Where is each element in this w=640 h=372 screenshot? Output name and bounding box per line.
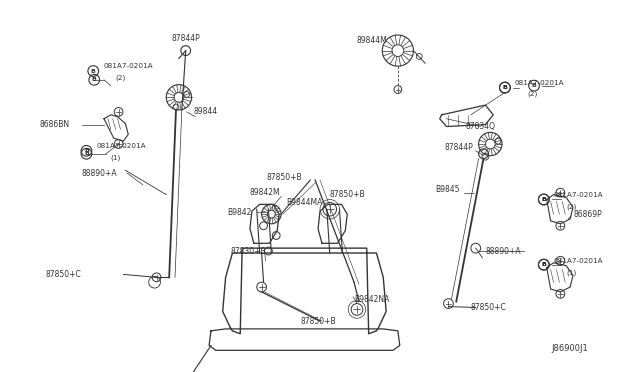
- Text: 081A7-0201A: 081A7-0201A: [554, 192, 603, 198]
- Text: B9842NA: B9842NA: [354, 295, 389, 304]
- Text: J86900J1: J86900J1: [552, 344, 588, 353]
- Text: B: B: [91, 68, 96, 74]
- Text: B: B: [502, 85, 508, 90]
- Text: (1): (1): [111, 154, 121, 161]
- Text: 89844M: 89844M: [357, 36, 388, 45]
- Text: 87850+C: 87850+C: [471, 303, 507, 312]
- Text: (1): (1): [566, 269, 577, 276]
- Text: 081A7-0201A: 081A7-0201A: [103, 63, 152, 69]
- Text: 87834Q: 87834Q: [466, 122, 496, 131]
- Text: B: B: [541, 262, 547, 267]
- Text: 87850+C: 87850+C: [45, 270, 81, 279]
- Text: B: B: [84, 148, 89, 153]
- Text: 87830+B: 87830+B: [230, 247, 266, 256]
- Text: B9844MA: B9844MA: [286, 198, 323, 207]
- Text: B9845: B9845: [435, 185, 460, 194]
- Text: 86869P: 86869P: [573, 209, 602, 219]
- Text: 8686BN: 8686BN: [40, 120, 70, 129]
- Text: 87850+B: 87850+B: [266, 173, 302, 182]
- Text: B: B: [84, 151, 89, 156]
- Text: 89842M: 89842M: [250, 188, 280, 197]
- Text: 89844: 89844: [193, 108, 218, 116]
- Text: B: B: [541, 262, 547, 267]
- Text: (2): (2): [566, 203, 577, 209]
- Text: B: B: [502, 85, 508, 90]
- Text: B: B: [532, 83, 536, 88]
- Text: B: B: [541, 197, 547, 202]
- Text: 081A7-0201A: 081A7-0201A: [554, 258, 603, 264]
- Text: (2): (2): [116, 75, 126, 81]
- Text: B: B: [541, 197, 547, 202]
- Text: 87844P: 87844P: [171, 35, 200, 44]
- Text: 87850+B: 87850+B: [330, 190, 365, 199]
- Text: 081A7-0201A: 081A7-0201A: [515, 80, 564, 86]
- Text: 88890+A: 88890+A: [81, 169, 117, 178]
- Text: 87850+B: 87850+B: [301, 317, 336, 326]
- Text: 88890+A: 88890+A: [485, 247, 521, 256]
- Text: B9842: B9842: [228, 208, 252, 217]
- Text: 87844P: 87844P: [445, 144, 474, 153]
- Text: B: B: [92, 77, 97, 82]
- Text: 081A7-0201A: 081A7-0201A: [96, 143, 146, 149]
- Text: (2): (2): [527, 90, 538, 97]
